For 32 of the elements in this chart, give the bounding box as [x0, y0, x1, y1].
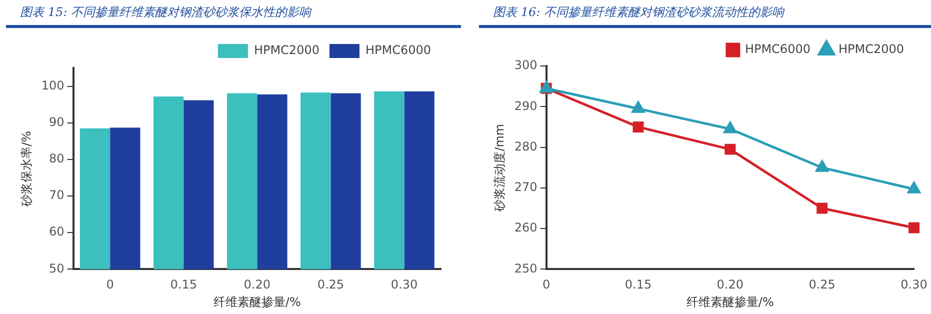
legend-label: HPMC6000: [744, 42, 810, 56]
y-tick-label: 290: [514, 98, 538, 113]
chart-title: 图表 16: 不同掺量纤维素醚对钢渣砂砂浆流动性的影响: [479, 0, 931, 28]
chart-title: 图表 15: 不同掺量纤维素醚对钢渣砂砂浆保水性的影响: [6, 0, 461, 28]
x-tick-label: 0: [106, 278, 114, 292]
y-tick-label: 50: [49, 261, 64, 276]
y-axis-title: 砂浆保水率/%: [19, 130, 34, 208]
y-tick-label: 250: [514, 261, 538, 276]
legend-label: HPMC2000: [838, 42, 904, 56]
y-tick-label: 270: [514, 180, 538, 194]
x-tick-label: 0.15: [624, 278, 652, 292]
legend-label: HPMC2000: [254, 43, 320, 58]
y-tick-label: 80: [49, 152, 64, 166]
x-tick-label: 0: [542, 278, 550, 292]
y-tick-label: 260: [514, 220, 538, 235]
x-axis-title: 纤维素醚掺量/%: [213, 294, 301, 309]
x-tick-label: 0.20: [244, 278, 271, 292]
y-tick-label: 300: [514, 58, 538, 72]
legend-label: HPMC6000: [365, 43, 431, 58]
y-tick-label: 70: [49, 188, 64, 202]
y-tick-label: 280: [514, 139, 538, 154]
x-tick-label: 0.30: [390, 278, 418, 292]
x-tick-label: 0.15: [170, 278, 197, 292]
x-tick-label: 0.20: [716, 278, 744, 292]
x-axis-title: 纤维素醚掺量/%: [686, 294, 774, 309]
y-tick-label: 100: [41, 78, 64, 92]
y-tick-label: 60: [49, 224, 64, 239]
x-tick-label: 0.25: [808, 278, 836, 292]
y-axis-title: 砂浆流动度/mm: [492, 124, 506, 212]
x-tick-label: 0.25: [317, 278, 344, 292]
y-tick-label: 90: [49, 115, 64, 129]
x-tick-label: 0.30: [900, 278, 928, 292]
